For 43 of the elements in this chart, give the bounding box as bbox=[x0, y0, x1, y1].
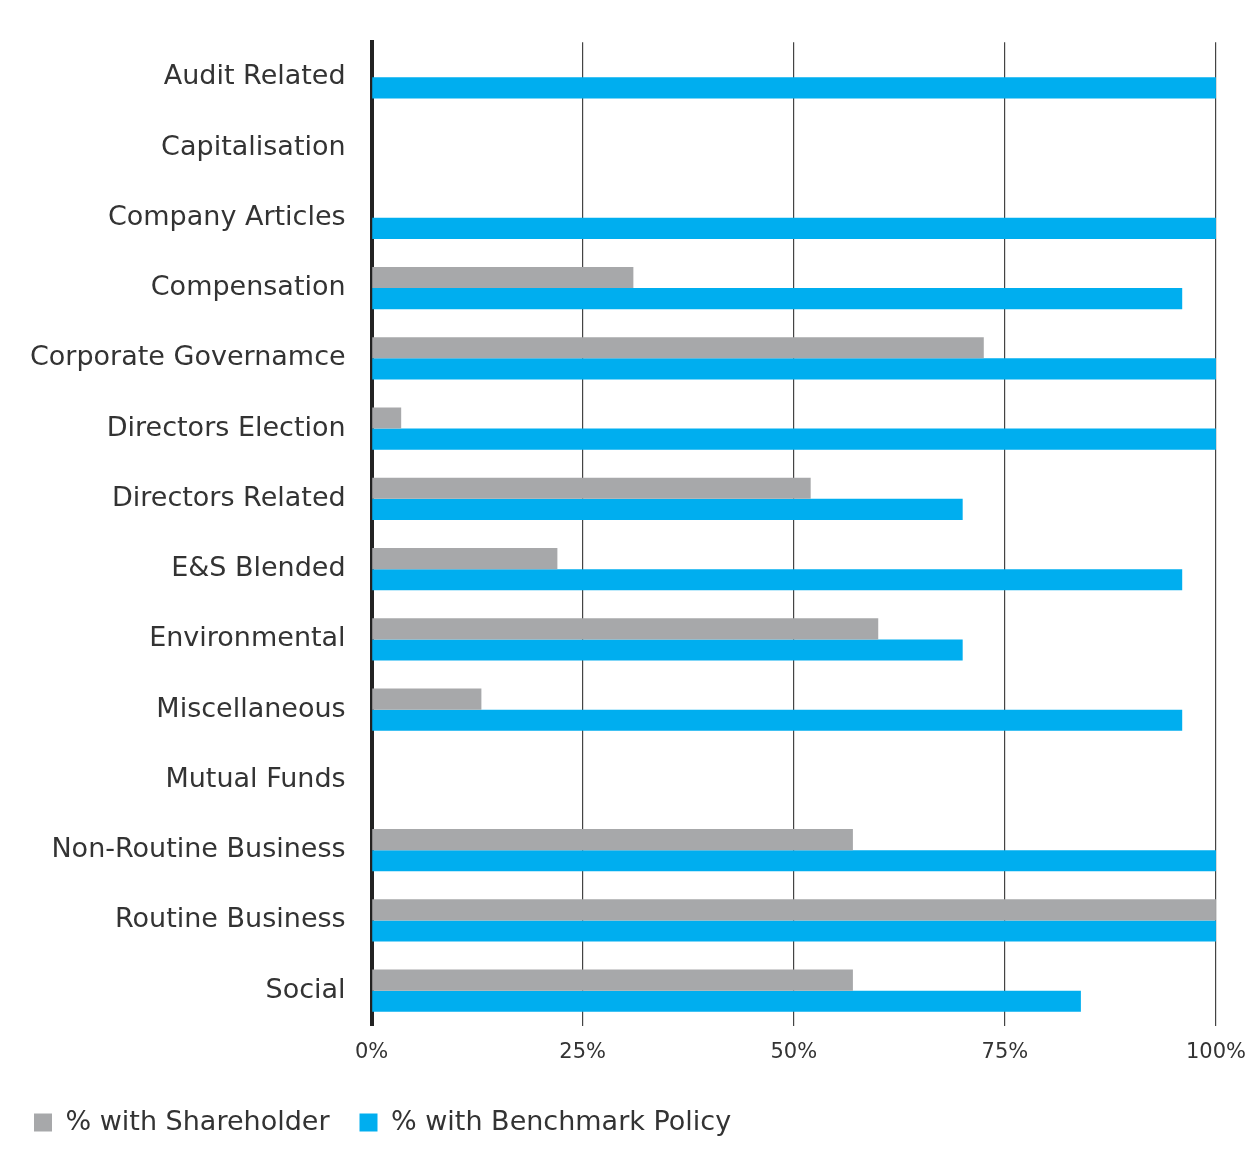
x-tick-label: 75% bbox=[981, 1038, 1029, 1063]
bar bbox=[372, 407, 402, 429]
x-tick-label: 100% bbox=[1185, 1038, 1247, 1063]
legend-label: % with Benchmark Policy bbox=[391, 1104, 732, 1136]
y-tick-label: Directors Election bbox=[106, 410, 346, 442]
y-tick-label: Non-Routine Business bbox=[51, 832, 346, 864]
bar bbox=[372, 709, 1183, 731]
bar bbox=[372, 639, 963, 661]
bar bbox=[372, 267, 634, 289]
y-tick-label: Environmental bbox=[149, 621, 346, 653]
y-tick-label: Capitalisation bbox=[161, 129, 346, 161]
y-tick-label: Directors Related bbox=[111, 480, 346, 512]
y-tick-label: Corporate Governamce bbox=[29, 340, 346, 372]
bar bbox=[372, 217, 1216, 239]
x-tick-label: 50% bbox=[770, 1038, 818, 1063]
x-tick-label: 0% bbox=[354, 1038, 389, 1063]
y-tick-label: E&S Blended bbox=[171, 551, 346, 583]
bar bbox=[372, 428, 1216, 450]
bar bbox=[372, 829, 853, 851]
bar bbox=[372, 990, 1081, 1012]
bar bbox=[372, 969, 853, 991]
y-tick-label: Compensation bbox=[150, 270, 346, 302]
bar bbox=[372, 899, 1216, 921]
bar bbox=[372, 498, 963, 520]
bar bbox=[372, 77, 1216, 99]
bar bbox=[372, 850, 1216, 872]
legend-label: % with Shareholder bbox=[65, 1104, 331, 1136]
y-tick-label: Routine Business bbox=[114, 902, 346, 934]
bar bbox=[372, 548, 558, 570]
y-tick-label: Mutual Funds bbox=[165, 761, 346, 793]
bar bbox=[372, 920, 1216, 942]
bar bbox=[372, 618, 879, 640]
y-tick-label: Company Articles bbox=[107, 199, 346, 231]
bar bbox=[372, 337, 984, 359]
x-tick-label: 25% bbox=[559, 1038, 607, 1063]
bar bbox=[372, 688, 482, 710]
y-tick-label: Social bbox=[265, 972, 346, 1004]
bar bbox=[372, 477, 811, 499]
bar bbox=[372, 288, 1183, 310]
y-tick-label: Miscellaneous bbox=[156, 691, 346, 723]
bar bbox=[372, 569, 1183, 591]
y-tick-label: Audit Related bbox=[163, 59, 346, 91]
bar bbox=[372, 358, 1216, 380]
